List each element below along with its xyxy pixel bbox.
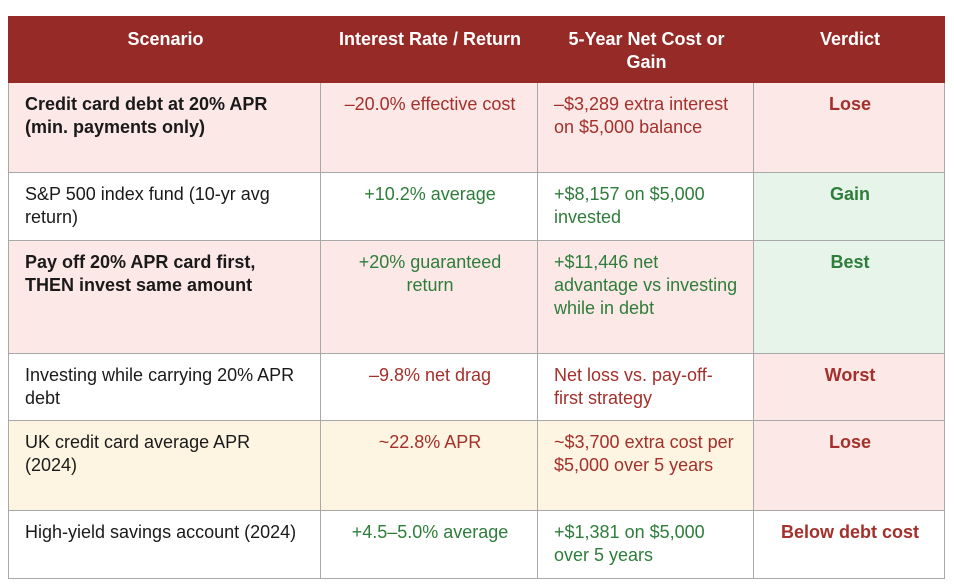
header-cell: Verdict (753, 16, 945, 83)
cell: Credit card debt at 20% APR (min. paymen… (8, 82, 321, 173)
cell: –$3,289 extra interest on $5,000 balance (537, 82, 754, 173)
verdict: Lose (753, 82, 945, 173)
header-cell: 5-Year Net Cost or Gain (537, 16, 754, 83)
row: Investing while carrying 20% APR debt –9… (8, 353, 945, 421)
verdict: Lose (753, 420, 945, 511)
header-row: Scenario Interest Rate / Return 5-Year N… (8, 16, 945, 83)
comparison-table: Scenario Interest Rate / Return 5-Year N… (8, 16, 945, 579)
cell: Net loss vs. pay-off-first strategy (537, 353, 754, 421)
row: High-yield savings account (2024) +4.5–5… (8, 510, 945, 579)
verdict: Gain (753, 172, 945, 241)
cell: +$1,381 on $5,000 over 5 years (537, 510, 754, 579)
row: Credit card debt at 20% APR (min. paymen… (8, 82, 945, 173)
cell: +$11,446 net advantage vs investing whil… (537, 240, 754, 354)
row: Pay off 20% APR card first, THEN invest … (8, 240, 945, 354)
header-cell: Scenario (8, 16, 321, 83)
row: S&P 500 index fund (10-yr avg return) +1… (8, 172, 945, 241)
cell: Pay off 20% APR card first, THEN invest … (8, 240, 321, 354)
cell: S&P 500 index fund (10-yr avg return) (8, 172, 321, 241)
cell: –20.0% effective cost (320, 82, 538, 173)
cell: High-yield savings account (2024) (8, 510, 321, 579)
header-cell: Interest Rate / Return (320, 16, 538, 83)
verdict: Worst (753, 353, 945, 421)
cell: –9.8% net drag (320, 353, 538, 421)
verdict: Below debt cost (753, 510, 945, 579)
cell: UK credit card average APR (2024) (8, 420, 321, 511)
cell: +4.5–5.0% average (320, 510, 538, 579)
cell: +10.2% average (320, 172, 538, 241)
cell: ~22.8% APR (320, 420, 538, 511)
cell: +$8,157 on $5,000 invested (537, 172, 754, 241)
verdict: Best (753, 240, 945, 354)
cell: +20% guaranteed return (320, 240, 538, 354)
row: UK credit card average APR (2024) ~22.8%… (8, 420, 945, 511)
cell: ~$3,700 extra cost per $5,000 over 5 yea… (537, 420, 754, 511)
cell: Investing while carrying 20% APR debt (8, 353, 321, 421)
